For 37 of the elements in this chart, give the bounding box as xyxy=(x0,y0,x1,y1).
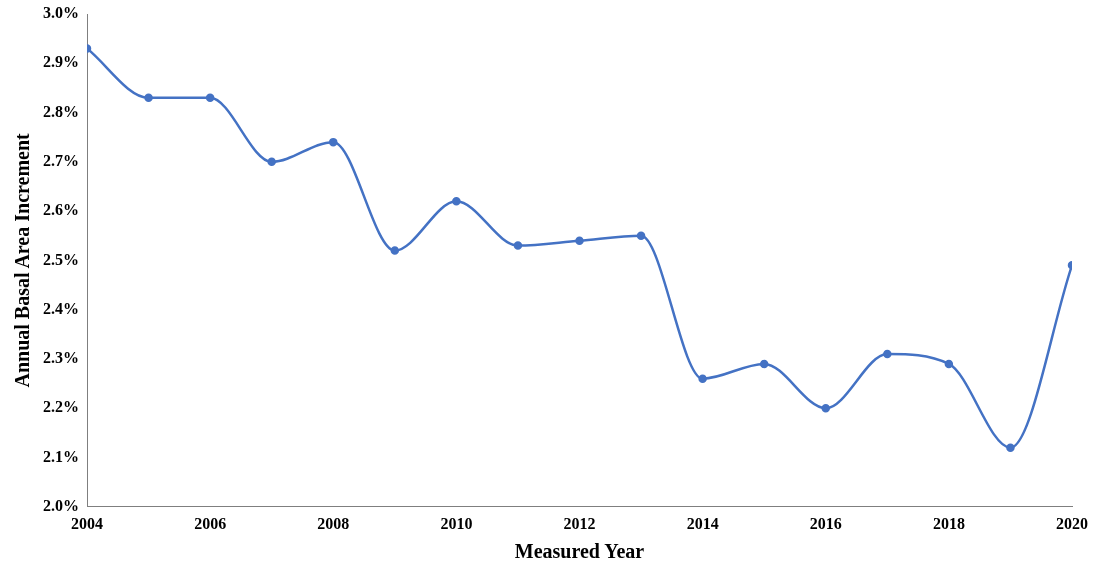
y-tick-label: 2.4% xyxy=(43,299,79,317)
y-tick-label: 2.3% xyxy=(43,349,79,367)
x-axis-title: Measured Year xyxy=(514,540,645,563)
point xyxy=(698,374,707,383)
point xyxy=(759,359,769,369)
y-axis-title: Annual Basal Area Increment xyxy=(11,132,34,388)
x-tick-label: 2006 xyxy=(194,514,227,532)
point xyxy=(821,403,830,413)
x-tick-label: 2010 xyxy=(440,514,473,532)
x-tick-label: 2016 xyxy=(809,514,842,532)
point xyxy=(329,137,338,147)
y-tick-label: 2.8% xyxy=(43,102,79,120)
y-tick-label: 2.7% xyxy=(43,151,79,169)
point xyxy=(267,157,276,167)
x-tick-label: 2014 xyxy=(686,514,719,532)
point xyxy=(390,246,400,255)
point xyxy=(636,231,646,241)
y-tick-label: 2.5% xyxy=(43,250,79,268)
point xyxy=(144,93,153,103)
point xyxy=(883,349,892,359)
y-tick-label: 2.6% xyxy=(43,201,79,219)
x-tick-label: 2020 xyxy=(1056,514,1088,532)
y-tick-label: 3.0% xyxy=(43,4,79,22)
y-tick-label: 2.2% xyxy=(43,398,79,416)
point xyxy=(1006,443,1015,452)
point xyxy=(944,359,954,369)
x-tick-label: 2012 xyxy=(563,514,596,532)
y-tick-label: 2.0% xyxy=(43,496,79,514)
y-tick-label: 2.1% xyxy=(43,447,79,465)
point xyxy=(513,241,523,250)
point xyxy=(452,197,461,206)
x-tick-label: 2004 xyxy=(71,514,103,532)
point xyxy=(575,236,584,245)
y-tick-label: 2.9% xyxy=(43,53,79,71)
x-tick-label: 2018 xyxy=(932,514,965,532)
point xyxy=(205,93,215,103)
x-tick-label: 2008 xyxy=(317,514,350,532)
